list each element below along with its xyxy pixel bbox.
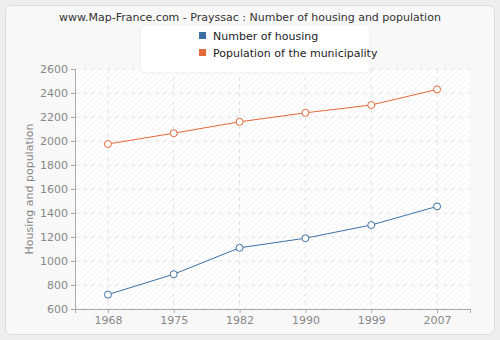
tick-mark bbox=[71, 69, 75, 70]
tick-mark bbox=[108, 309, 109, 313]
legend-label: Population of the municipality bbox=[213, 47, 378, 60]
tick: 1999 bbox=[358, 309, 386, 327]
tick-label: 800 bbox=[47, 279, 68, 292]
tick: 1975 bbox=[160, 309, 188, 327]
tick-mark bbox=[71, 165, 75, 166]
point bbox=[236, 118, 243, 125]
point bbox=[368, 222, 375, 229]
tick-mark bbox=[71, 285, 75, 286]
point bbox=[434, 86, 441, 93]
tick: 1200 bbox=[40, 231, 75, 244]
grid-line bbox=[75, 261, 470, 262]
tick: 1400 bbox=[40, 207, 75, 220]
tick-mark bbox=[71, 237, 75, 238]
tick-label: 2600 bbox=[40, 63, 68, 76]
tick-label: 1999 bbox=[358, 314, 386, 327]
point bbox=[104, 141, 111, 148]
tick: 1982 bbox=[226, 309, 254, 327]
grid-line bbox=[75, 141, 470, 142]
tick-mark bbox=[71, 261, 75, 262]
tick-label: 2200 bbox=[40, 111, 68, 124]
tick-label: 1982 bbox=[226, 314, 254, 327]
point bbox=[434, 203, 441, 210]
grid-line bbox=[107, 69, 108, 309]
point bbox=[104, 291, 111, 298]
tick-mark bbox=[71, 141, 75, 142]
tick-mark bbox=[174, 309, 175, 313]
tick-label: 1990 bbox=[292, 314, 320, 327]
tick-label: 600 bbox=[47, 303, 68, 316]
tick-mark bbox=[371, 309, 372, 313]
grid-line bbox=[239, 69, 240, 309]
point bbox=[302, 109, 309, 116]
tick: 1968 bbox=[94, 309, 122, 327]
series-line bbox=[108, 89, 437, 144]
point bbox=[236, 244, 243, 251]
tick: 600 bbox=[47, 303, 75, 316]
tick-label: 1600 bbox=[40, 183, 68, 196]
tick-label: 1200 bbox=[40, 231, 68, 244]
panel bbox=[6, 6, 495, 335]
axis-title: Housing and population bbox=[23, 124, 36, 255]
legend: Number of housing Population of the munic… bbox=[140, 25, 378, 73]
tick-mark bbox=[240, 309, 241, 313]
tick: 1000 bbox=[40, 255, 75, 268]
tick-label: 2007 bbox=[424, 314, 452, 327]
tick: 1600 bbox=[40, 183, 75, 196]
grid-line bbox=[75, 93, 470, 94]
grid-line bbox=[75, 285, 470, 286]
tick-label: 1400 bbox=[40, 207, 68, 220]
tick: 2200 bbox=[40, 111, 75, 124]
axis-line bbox=[76, 310, 471, 314]
marks bbox=[104, 86, 440, 298]
legend-swatch bbox=[199, 32, 206, 39]
tick: 800 bbox=[47, 279, 75, 292]
tick-mark bbox=[71, 117, 75, 118]
tick-label: 1800 bbox=[40, 159, 68, 172]
title: www.Map-France.com - Prayssac : Number o… bbox=[59, 11, 441, 24]
tick: 2007 bbox=[424, 309, 452, 327]
tick-mark bbox=[305, 309, 306, 313]
tick: 2000 bbox=[40, 135, 75, 148]
legend-label: Number of housing bbox=[213, 30, 318, 43]
tick-label: 1968 bbox=[94, 314, 122, 327]
point bbox=[368, 102, 375, 109]
point bbox=[302, 235, 309, 242]
tick: 2400 bbox=[40, 87, 75, 100]
grid-line bbox=[437, 69, 438, 309]
plot-area bbox=[75, 69, 470, 309]
point bbox=[170, 130, 177, 137]
grid-line bbox=[75, 165, 470, 166]
background bbox=[0, 0, 500, 340]
tick: 1800 bbox=[40, 159, 75, 172]
tick-mark bbox=[71, 189, 75, 190]
tick-label: 1000 bbox=[40, 255, 68, 268]
grid-line bbox=[75, 189, 470, 190]
tick-mark bbox=[437, 309, 438, 313]
chart: 600 800 1000 1200 1400 1600 1800 2000 2200 2400 26… bbox=[0, 0, 500, 340]
tick: 1990 bbox=[292, 309, 320, 327]
x-axis: 1968 1975 1982 1990 1999 2007 bbox=[76, 309, 471, 327]
tick-mark bbox=[71, 309, 75, 310]
y-axis: 600 800 1000 1200 1400 1600 1800 2000 2200 2400 26… bbox=[40, 63, 76, 316]
tick-label: 1975 bbox=[160, 314, 188, 327]
axis-line bbox=[71, 70, 76, 310]
tick-label: 2400 bbox=[40, 87, 68, 100]
tick-mark bbox=[71, 93, 75, 94]
point bbox=[170, 271, 177, 278]
legend-swatch bbox=[199, 49, 206, 56]
tick-label: 2000 bbox=[40, 135, 68, 148]
tick: 2600 bbox=[40, 63, 75, 76]
grid-line bbox=[305, 69, 306, 309]
grid bbox=[75, 69, 470, 309]
grid-line bbox=[75, 237, 470, 238]
tick-mark bbox=[71, 213, 75, 214]
series-line bbox=[108, 206, 437, 294]
